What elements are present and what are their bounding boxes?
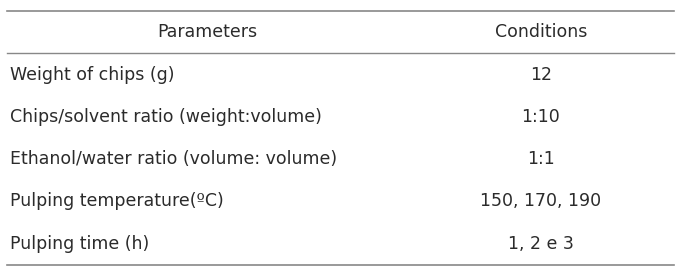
Text: Ethanol/water ratio (volume: volume): Ethanol/water ratio (volume: volume): [10, 150, 337, 168]
Text: 1:1: 1:1: [527, 150, 554, 168]
Text: 1, 2 e 3: 1, 2 e 3: [508, 235, 573, 253]
Text: Weight of chips (g): Weight of chips (g): [10, 65, 175, 84]
Text: Conditions: Conditions: [494, 23, 587, 41]
Text: Pulping time (h): Pulping time (h): [10, 235, 149, 253]
Text: Chips/solvent ratio (weight:volume): Chips/solvent ratio (weight:volume): [10, 108, 322, 126]
Text: Parameters: Parameters: [157, 23, 257, 41]
Text: 150, 170, 190: 150, 170, 190: [480, 192, 601, 211]
Text: 12: 12: [530, 65, 552, 84]
Text: Pulping temperature(ºC): Pulping temperature(ºC): [10, 192, 224, 211]
Text: 1:10: 1:10: [522, 108, 560, 126]
